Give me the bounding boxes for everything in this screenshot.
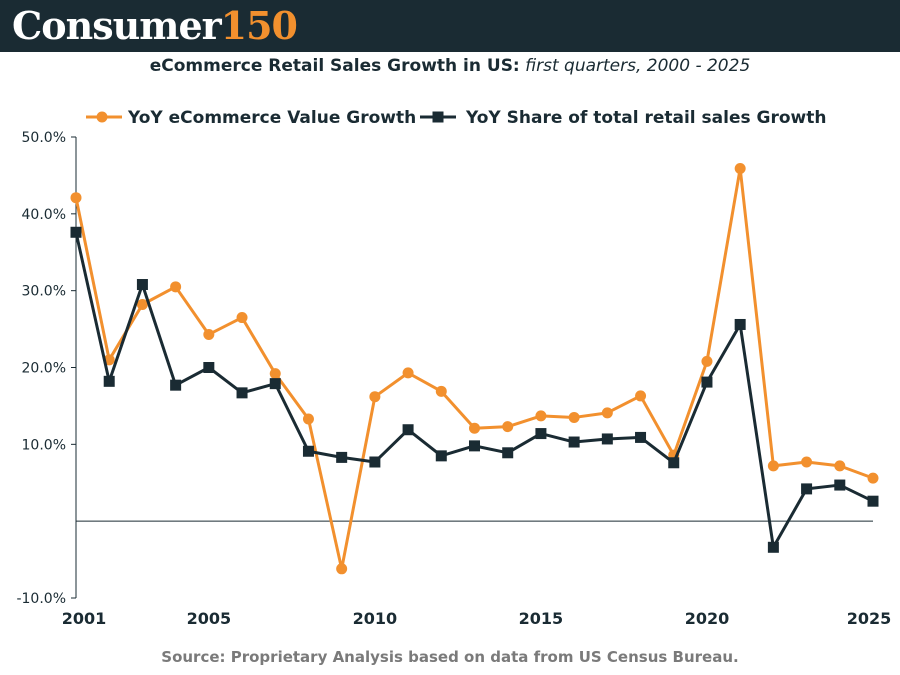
- x-tick-label: 2015: [519, 609, 564, 628]
- data-point-circle: [302, 413, 314, 425]
- data-point-circle: [568, 411, 580, 423]
- chart-title: eCommerce Retail Sales Growth in US: fir…: [0, 56, 900, 76]
- y-tick-label: -10.0%: [16, 591, 66, 607]
- chart-title-main: eCommerce Retail Sales Growth in US:: [149, 56, 520, 76]
- brand-logo-word: Consumer: [12, 3, 222, 48]
- y-tick-label: 10.0%: [22, 437, 66, 453]
- data-point-circle: [369, 391, 381, 403]
- data-point-square: [103, 375, 115, 387]
- data-point-circle: [502, 421, 514, 433]
- data-point-circle: [701, 355, 713, 367]
- data-point-circle: [236, 312, 248, 324]
- data-point-circle: [336, 563, 348, 575]
- data-point-square: [734, 318, 746, 330]
- data-point-square: [867, 495, 879, 507]
- data-point-circle: [70, 192, 82, 204]
- y-tick-label: 20.0%: [22, 361, 66, 377]
- data-point-circle: [834, 460, 846, 472]
- data-point-square: [834, 479, 846, 491]
- data-point-square: [236, 387, 248, 399]
- data-point-square: [170, 379, 182, 391]
- series-line-value-growth: [74, 167, 874, 571]
- data-point-circle: [136, 298, 148, 310]
- data-point-circle: [203, 328, 215, 340]
- data-point-square: [502, 447, 514, 459]
- data-point-square: [435, 450, 447, 462]
- data-point-circle: [734, 163, 746, 175]
- data-point-circle: [269, 368, 281, 380]
- data-point-square: [269, 378, 281, 390]
- data-point-square: [302, 445, 314, 457]
- data-point-circle: [767, 460, 779, 472]
- data-point-square: [568, 436, 580, 448]
- x-tick-label: 2025: [847, 609, 892, 628]
- data-point-square: [535, 428, 547, 440]
- data-point-square: [402, 424, 414, 436]
- source-note: Source: Proprietary Analysis based on da…: [161, 648, 739, 666]
- data-point-circle: [635, 390, 647, 402]
- data-point-square: [336, 451, 348, 463]
- data-point-square: [701, 376, 713, 388]
- data-point-circle: [867, 472, 879, 484]
- chart-title-subtitle: first quarters, 2000 - 2025: [525, 56, 751, 76]
- data-point-circle: [170, 281, 182, 293]
- y-tick-label: 40.0%: [22, 207, 66, 223]
- data-point-circle: [435, 385, 447, 397]
- x-tick-label: 2010: [353, 609, 398, 628]
- brand-logo: Consumer150: [12, 2, 298, 50]
- data-point-square: [668, 457, 680, 469]
- legend-marker-circle: [96, 111, 108, 123]
- y-tick-label: 50.0%: [22, 130, 66, 146]
- data-point-square: [469, 440, 480, 452]
- data-point-square: [203, 362, 215, 373]
- x-tick-label: 2001: [62, 609, 107, 628]
- data-point-circle: [469, 422, 480, 434]
- data-point-square: [601, 433, 613, 445]
- x-tick-label: 2005: [187, 609, 232, 628]
- data-point-square: [767, 541, 779, 553]
- data-point-circle: [402, 367, 414, 379]
- data-point-square: [369, 456, 381, 468]
- data-point-square: [635, 431, 647, 443]
- data-point-circle: [535, 410, 547, 422]
- x-tick-label: 2020: [685, 609, 730, 628]
- data-point-square: [70, 226, 82, 238]
- legend-label: YoY Share of total retail sales Growth: [465, 108, 826, 128]
- header-bar: Consumer150: [0, 0, 900, 52]
- legend-marker-square: [432, 111, 444, 123]
- data-point-square: [136, 279, 148, 291]
- data-point-circle: [801, 456, 813, 468]
- legend-label: YoY eCommerce Value Growth: [127, 108, 416, 128]
- y-tick-label: 30.0%: [22, 284, 66, 300]
- brand-logo-number: 150: [220, 3, 298, 48]
- data-point-circle: [601, 407, 613, 419]
- data-point-square: [801, 483, 813, 495]
